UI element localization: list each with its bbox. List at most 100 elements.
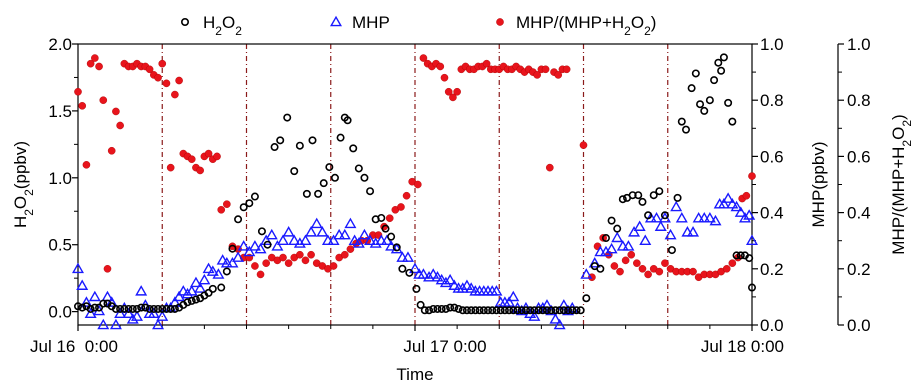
h2o2-point-129 [700, 106, 709, 115]
mhp-point-34 [216, 254, 229, 265]
mhp-point-45 [277, 234, 290, 246]
h2o2-point-22 [166, 304, 175, 313]
h2o2-point-31 [204, 288, 213, 297]
h2o2-point-95 [530, 306, 539, 315]
ratio-point-22 [166, 163, 175, 172]
mhp-point-133 [722, 192, 735, 203]
h2o2-point-119 [649, 191, 658, 200]
y-right2-axis-label-part-1: 2 [900, 140, 912, 147]
y-right2-axis-label-part-4: ) [889, 114, 908, 120]
h2o2-point-73 [437, 304, 446, 313]
mhp-point-69 [408, 262, 422, 274]
mhp-point-127 [692, 212, 705, 223]
h2o2-point-32 [208, 284, 217, 293]
ratio-point-105 [579, 141, 588, 149]
h2o2-point-120 [655, 187, 664, 196]
h2o2-point-109 [596, 264, 605, 273]
h2o2-point-110 [601, 234, 610, 243]
ratio-point-1 [78, 102, 87, 110]
h2o2-point-125 [682, 125, 691, 134]
ratio-point-57 [346, 245, 355, 253]
mhp-point-1 [76, 279, 89, 290]
h2o2-point-91 [513, 306, 522, 315]
mhp-point-8 [105, 296, 118, 307]
h2o2-point-103 [564, 306, 573, 315]
mhp-point-13 [126, 313, 139, 324]
ratio-point-45 [279, 253, 287, 262]
mhp-point-60 [358, 228, 371, 240]
h2o2-point-75 [446, 303, 455, 312]
h2o2-point-135 [724, 98, 733, 107]
y-right2-axis-label-group: MHP/(MHP+H2O2) [889, 114, 912, 254]
h2o2-point-122 [667, 246, 676, 255]
h2o2-point-112 [613, 224, 622, 233]
h2o2-point-105 [572, 306, 581, 315]
mhp-point-117 [639, 234, 652, 246]
h2o2-point-17 [145, 304, 154, 313]
mhp-point-49 [299, 234, 312, 246]
mhp-point-61 [364, 234, 377, 246]
h2o2-point-106 [576, 306, 585, 315]
ratio-point-85 [482, 59, 491, 68]
ratio-point-64 [385, 214, 394, 223]
mhp-point-0 [71, 262, 85, 274]
h2o2-point-1 [78, 303, 87, 312]
h2o2-point-41 [263, 240, 272, 249]
h2o2-point-50 [319, 179, 328, 188]
h2o2-point-71 [429, 304, 438, 313]
series-ratio [74, 54, 756, 282]
x-tick-label-0: Jul 16 0:00 [30, 337, 118, 356]
y-left-tick-label-1: 0.5 [48, 236, 72, 255]
h2o2-point-26 [183, 298, 192, 307]
ratio-point-54 [329, 262, 338, 270]
y-right1-tick-label-4: 0.8 [760, 91, 784, 110]
ratio-point-70 [419, 54, 428, 62]
mhp-point-58 [348, 234, 361, 246]
h2o2-point-3 [86, 304, 95, 313]
mhp-point-92 [507, 290, 520, 302]
h2o2-point-47 [302, 189, 311, 198]
mhp-point-88 [490, 285, 503, 296]
ratio-point-118 [655, 267, 664, 276]
ratio-point-35 [223, 200, 231, 208]
h2o2-point-121 [660, 211, 669, 220]
mhp-point-52 [316, 226, 329, 237]
legend-marker-mhp [329, 15, 343, 27]
h2o2-point-140 [745, 254, 754, 263]
mhp-point-122 [664, 228, 677, 240]
ratio-point-99 [541, 65, 550, 74]
h2o2-point-39 [250, 192, 259, 201]
mhp-point-10 [114, 307, 127, 319]
h2o2-point-98 [542, 306, 551, 315]
h2o2-point-10 [116, 304, 125, 313]
ratio-point-67 [402, 191, 411, 200]
h2o2-point-72 [433, 304, 442, 313]
mhp-point-59 [352, 237, 365, 248]
ratio-point-112 [621, 256, 630, 265]
h2o2-point-27 [187, 296, 196, 305]
h2o2-point-136 [728, 117, 737, 126]
mhp-point-41 [254, 242, 267, 254]
y-left-tick-label-3: 1.5 [48, 102, 72, 121]
ratio-point-104 [562, 65, 571, 74]
y-left-axis-label-part-2: O [11, 196, 30, 209]
y-right2-tick-label-5: 1.0 [847, 35, 871, 54]
mhp-point-14 [130, 310, 143, 321]
h2o2-point-45 [290, 167, 299, 176]
mhp-point-26 [181, 287, 194, 299]
mhp-point-6 [97, 318, 110, 330]
h2o2-point-79 [462, 306, 471, 315]
mhp-point-139 [745, 234, 759, 246]
axes: Jul 16 0:00 Jul 17 0:00 Jul 18 0:00 Time 0.0… [11, 35, 912, 384]
y-right2-tick-label-0: 0.0 [847, 316, 871, 335]
mhp-point-28 [189, 276, 202, 288]
h2o2-point-16 [141, 303, 150, 312]
h2o2-point-78 [458, 306, 467, 315]
ratio-point-124 [689, 267, 697, 276]
ratio-point-102 [554, 71, 563, 79]
ratio-point-115 [638, 264, 647, 273]
ratio-point-130 [722, 264, 731, 273]
ratio-point-97 [533, 71, 541, 79]
y-right1-tick-label-3: 0.6 [760, 147, 784, 166]
y-right1-tick-label-0: 0.0 [760, 316, 784, 335]
